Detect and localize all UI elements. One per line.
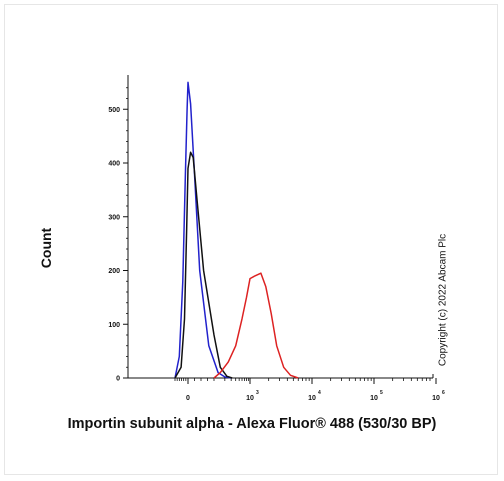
x-tick-label: 10	[370, 395, 378, 402]
histogram-series-1	[174, 81, 232, 379]
y-axis-ticks: 0 100 200 300 400 500	[108, 87, 128, 383]
y-tick-label: 0	[116, 376, 120, 383]
x-tick-label: 0	[186, 395, 190, 402]
x-axis-label: Importin subunit alpha - Alexa Fluor® 48…	[67, 416, 437, 432]
x-tick-exponent: 5	[380, 390, 383, 396]
y-tick-label: 200	[108, 268, 120, 275]
x-tick-label: 10	[308, 395, 316, 402]
axes	[127, 75, 434, 379]
x-tick-exponent: 3	[256, 390, 259, 396]
histogram-series-3	[213, 272, 299, 379]
x-tick-exponent: 6	[442, 390, 445, 396]
y-tick-label: 400	[108, 161, 120, 168]
y-tick-label: 500	[108, 107, 120, 114]
series-layer	[174, 81, 299, 379]
x-tick-exponent: 4	[318, 390, 321, 396]
y-tick-label: 100	[108, 322, 120, 329]
copyright-annotation: Copyright (c) 2022 Abcam Plc	[437, 233, 449, 367]
x-tick-label: 10	[432, 395, 440, 402]
y-axis-label: Count	[38, 227, 54, 269]
histogram-series-2	[174, 151, 233, 379]
chart-frame	[4, 4, 498, 475]
y-tick-label: 300	[108, 214, 120, 221]
x-tick-label: 10	[246, 395, 254, 402]
